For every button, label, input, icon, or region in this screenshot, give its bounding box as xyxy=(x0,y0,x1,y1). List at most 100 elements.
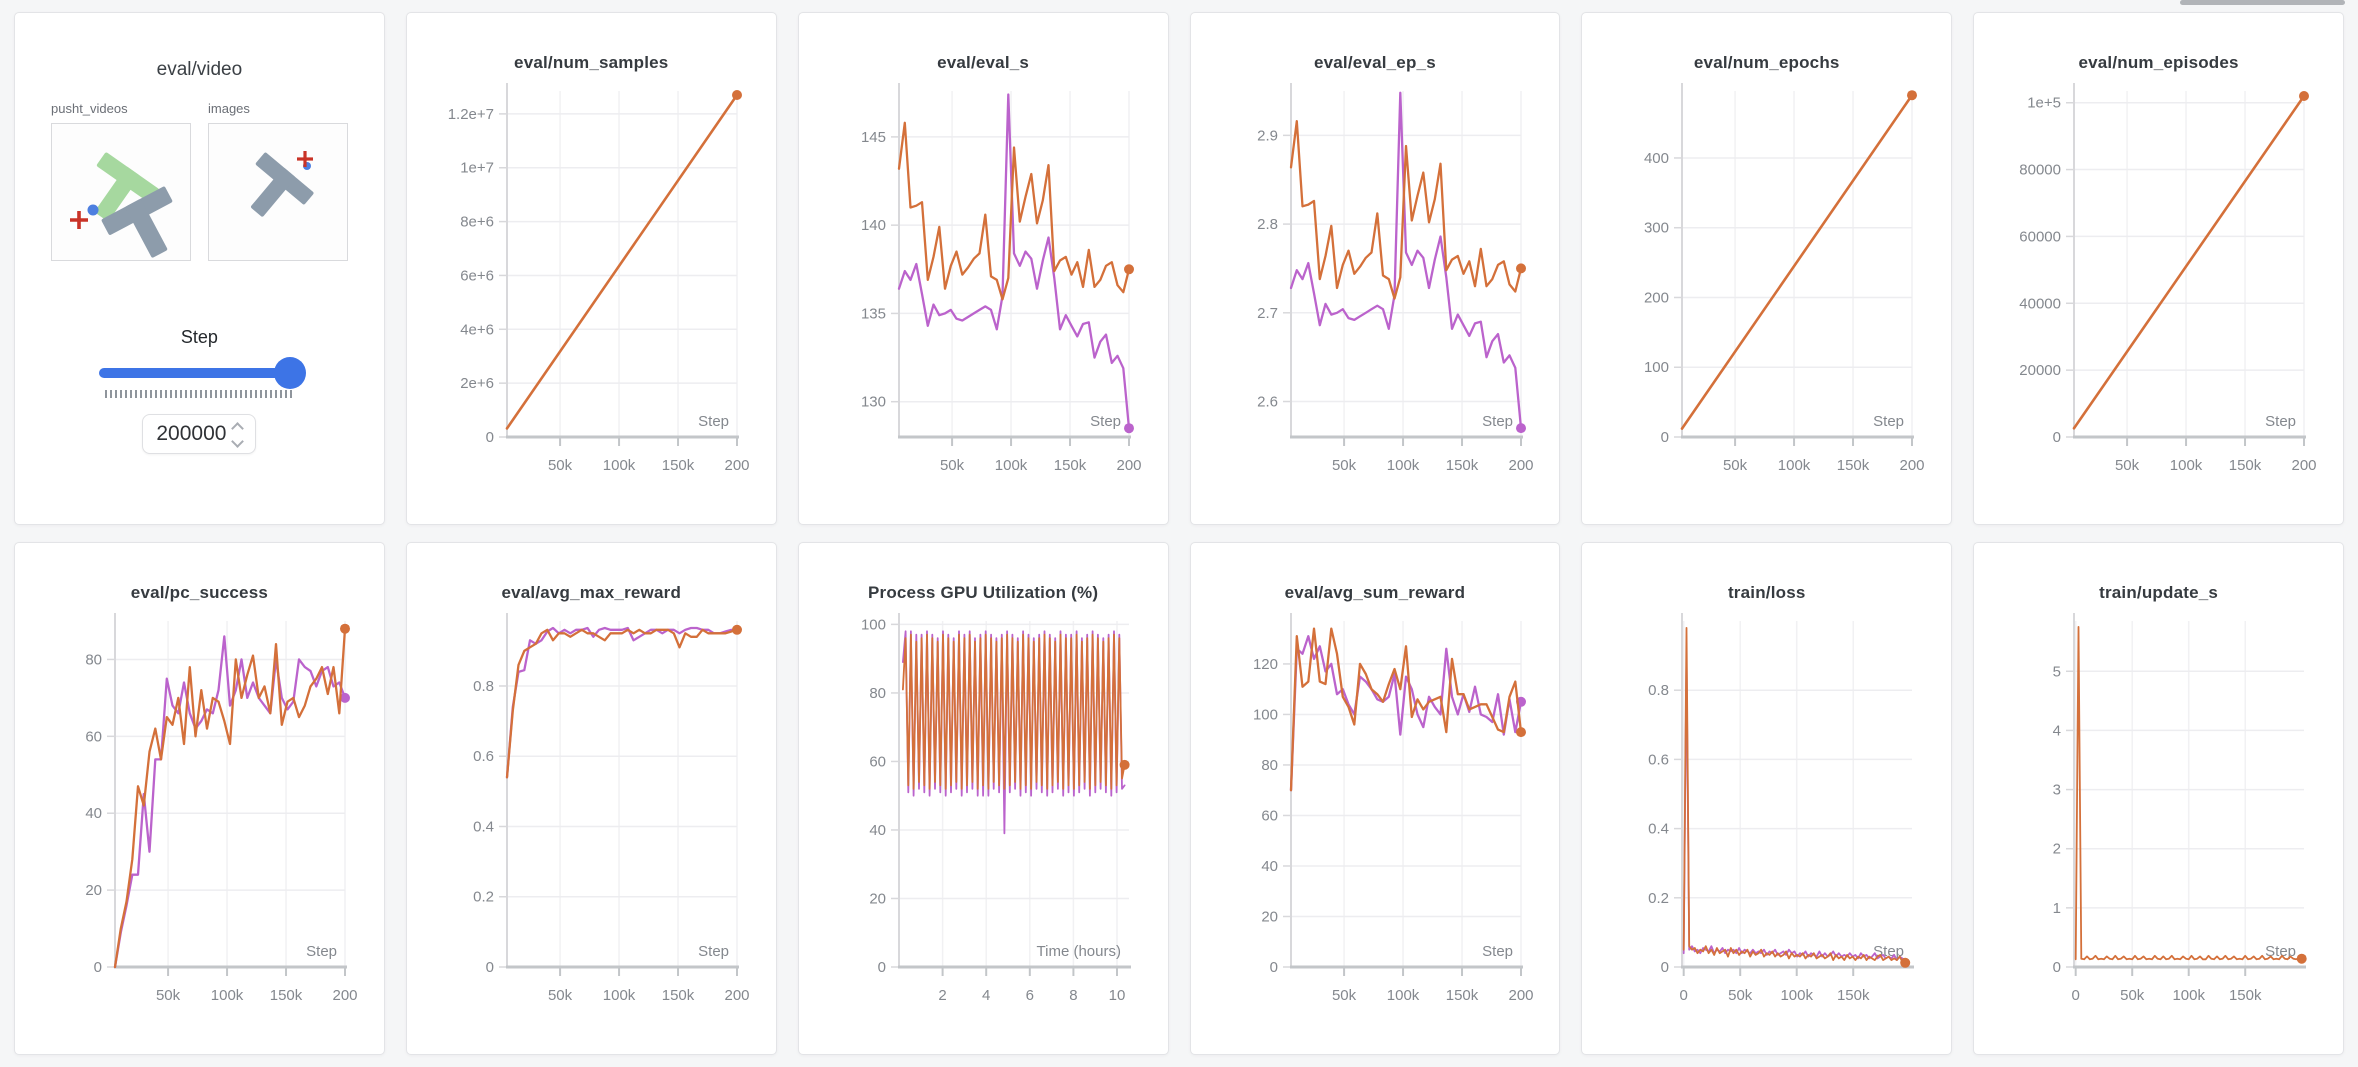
svg-text:80: 80 xyxy=(869,685,886,702)
x-axis-label: Step xyxy=(1873,413,1904,430)
step-slider-track[interactable] xyxy=(99,368,301,378)
svg-text:8e+6: 8e+6 xyxy=(460,214,494,231)
svg-text:20: 20 xyxy=(85,882,102,899)
svg-text:2.9: 2.9 xyxy=(1257,127,1278,144)
series-line-run-purple xyxy=(1683,654,1907,962)
svg-text:100k: 100k xyxy=(994,457,1027,474)
step-number-input[interactable]: 200000 xyxy=(142,414,257,454)
svg-text:40: 40 xyxy=(869,822,886,839)
svg-text:1e+7: 1e+7 xyxy=(460,160,494,177)
svg-text:1e+5: 1e+5 xyxy=(2027,95,2061,112)
x-axis-label: Step xyxy=(306,943,337,960)
svg-text:0.8: 0.8 xyxy=(473,678,494,695)
svg-text:50k: 50k xyxy=(548,987,573,1004)
blue-agent-dot xyxy=(87,204,99,216)
svg-text:80: 80 xyxy=(85,651,102,668)
chart-panel: eval/eval_ep_s 50k 100k 150k 200 2.6 2.7 2.8 2.9… xyxy=(1189,12,1561,525)
series-line-run-purple xyxy=(897,93,1130,430)
svg-text:3: 3 xyxy=(2053,782,2061,799)
svg-text:4: 4 xyxy=(982,987,990,1004)
series-end-dot-run-purple xyxy=(1123,423,1134,434)
svg-text:40: 40 xyxy=(1261,858,1278,875)
svg-text:200: 200 xyxy=(1508,457,1533,474)
series-line-run-orange xyxy=(505,628,738,779)
chart-panel: eval/num_episodes 50k 100k 150k 200 0 20000 400… xyxy=(1973,12,2344,525)
images-thumbnail[interactable] xyxy=(208,123,348,261)
series-line-run-purple xyxy=(113,635,347,969)
svg-text:50k: 50k xyxy=(1728,987,1753,1004)
series-line-run-purple xyxy=(1289,635,1522,792)
chart-plot-area[interactable]: 50k 100k 150k 200 0 100 200 300 400 Step xyxy=(1582,75,1952,513)
svg-text:6: 6 xyxy=(1025,987,1033,1004)
chart-title: eval/num_epochs xyxy=(1693,53,1840,72)
chart-plot-area[interactable]: 50k 100k 150k 200 0 20 40 60 80 100 120 Step xyxy=(1191,605,1561,1043)
svg-text:100k: 100k xyxy=(603,987,636,1004)
chart-plot-area[interactable]: 50k 100k 150k 200 0 0.2 0.4 0.6 0.8 Step xyxy=(407,605,777,1043)
svg-text:60: 60 xyxy=(1261,807,1278,824)
green-t-block xyxy=(95,152,160,221)
svg-text:200: 200 xyxy=(1644,289,1669,306)
svg-text:2e+6: 2e+6 xyxy=(460,375,494,392)
chart-title: eval/num_samples xyxy=(514,53,669,72)
chart-plot-area[interactable]: 50k 100k 150k 200 2.6 2.7 2.8 2.9 Step xyxy=(1191,75,1561,513)
chart-plot-area[interactable]: 50k 100k 150k 200 0 20 40 60 80 Step xyxy=(15,605,385,1043)
svg-text:100k: 100k xyxy=(2173,987,2206,1004)
svg-text:50k: 50k xyxy=(940,457,965,474)
x-axis-label: Step xyxy=(698,943,729,960)
x-axis-label: Step xyxy=(1482,413,1513,430)
chart-plot-area[interactable]: 50k 100k 150k 200 130 135 140 145 Step xyxy=(799,75,1169,513)
series-line-run-orange xyxy=(897,121,1130,301)
svg-text:4e+6: 4e+6 xyxy=(460,321,494,338)
svg-text:4: 4 xyxy=(2053,722,2061,739)
chart-plot-area[interactable]: 50k 100k 150k 200 0 20000 40000 60000 80000 1e+5 S… xyxy=(1974,75,2344,513)
svg-text:150k: 150k xyxy=(270,987,303,1004)
horizontal-scrollbar[interactable] xyxy=(2180,0,2345,5)
svg-text:0: 0 xyxy=(877,959,885,976)
stepper-down-icon[interactable] xyxy=(231,434,245,448)
step-slider[interactable] xyxy=(99,357,306,396)
svg-text:200: 200 xyxy=(1508,987,1533,1004)
stepper-up-icon[interactable] xyxy=(231,421,245,435)
series-line-run-orange xyxy=(1681,93,1914,430)
pusht-scene-image xyxy=(251,151,314,217)
svg-text:2: 2 xyxy=(938,987,946,1004)
svg-text:150k: 150k xyxy=(1445,987,1478,1004)
step-value[interactable]: 200000 xyxy=(156,422,227,445)
chart-title: Process GPU Utilization (%) xyxy=(867,583,1099,602)
step-slider-tickmarks xyxy=(105,390,295,398)
series-line-run-orange xyxy=(901,633,1126,790)
x-axis-label: Step xyxy=(698,413,729,430)
media-item-images: images xyxy=(208,101,348,261)
chart-panel: eval/num_epochs 50k 100k 150k 200 0 100 200 300 4… xyxy=(1581,12,1953,525)
pusht-video-thumbnail[interactable] xyxy=(51,123,191,261)
series-line-run-purple xyxy=(505,626,738,779)
series-line-run-orange xyxy=(113,627,347,969)
red-cross-marker xyxy=(297,151,313,167)
svg-text:100k: 100k xyxy=(1781,987,1814,1004)
svg-text:80: 80 xyxy=(1261,757,1278,774)
svg-text:1.2e+7: 1.2e+7 xyxy=(448,106,494,123)
media-row: pusht_videos xyxy=(15,101,384,261)
chart-plot-area[interactable]: 50k 100k 150k 200 0 2e+6 4e+6 6e+6 8e+6 1e+7 1.2e+… xyxy=(407,75,777,513)
series-end-dot-run-orange xyxy=(1515,263,1526,274)
media-item-pusht-videos: pusht_videos xyxy=(51,101,191,261)
series-line-run-orange xyxy=(1683,626,1907,964)
svg-text:60000: 60000 xyxy=(2019,228,2061,245)
svg-text:60: 60 xyxy=(869,753,886,770)
chart-title: eval/avg_max_reward xyxy=(501,583,682,602)
svg-text:150k: 150k xyxy=(1837,987,1870,1004)
chart-panel: train/loss 0 50k 100k 150k 0 0.2 0.4 0.6 0.8 Step xyxy=(1581,542,1953,1055)
svg-text:100: 100 xyxy=(1252,706,1277,723)
svg-text:0.2: 0.2 xyxy=(473,889,494,906)
chart-title: eval/num_episodes xyxy=(2078,53,2239,72)
step-slider-handle[interactable] xyxy=(274,357,306,389)
chart-plot-area[interactable]: 0 50k 100k 150k 0 1 2 3 4 5 Step xyxy=(1974,605,2344,1043)
chart-panel: eval/pc_success 50k 100k 150k 200 0 20 40 60 80 St… xyxy=(14,542,385,1055)
svg-text:145: 145 xyxy=(861,129,886,146)
series-end-dot-run-orange xyxy=(340,623,350,634)
svg-text:100k: 100k xyxy=(1386,457,1419,474)
x-axis-label: Time (hours) xyxy=(1036,943,1120,960)
